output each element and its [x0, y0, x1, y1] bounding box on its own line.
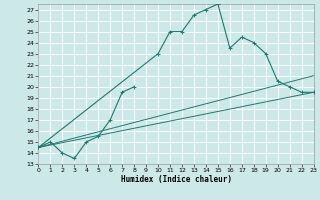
- X-axis label: Humidex (Indice chaleur): Humidex (Indice chaleur): [121, 175, 231, 184]
